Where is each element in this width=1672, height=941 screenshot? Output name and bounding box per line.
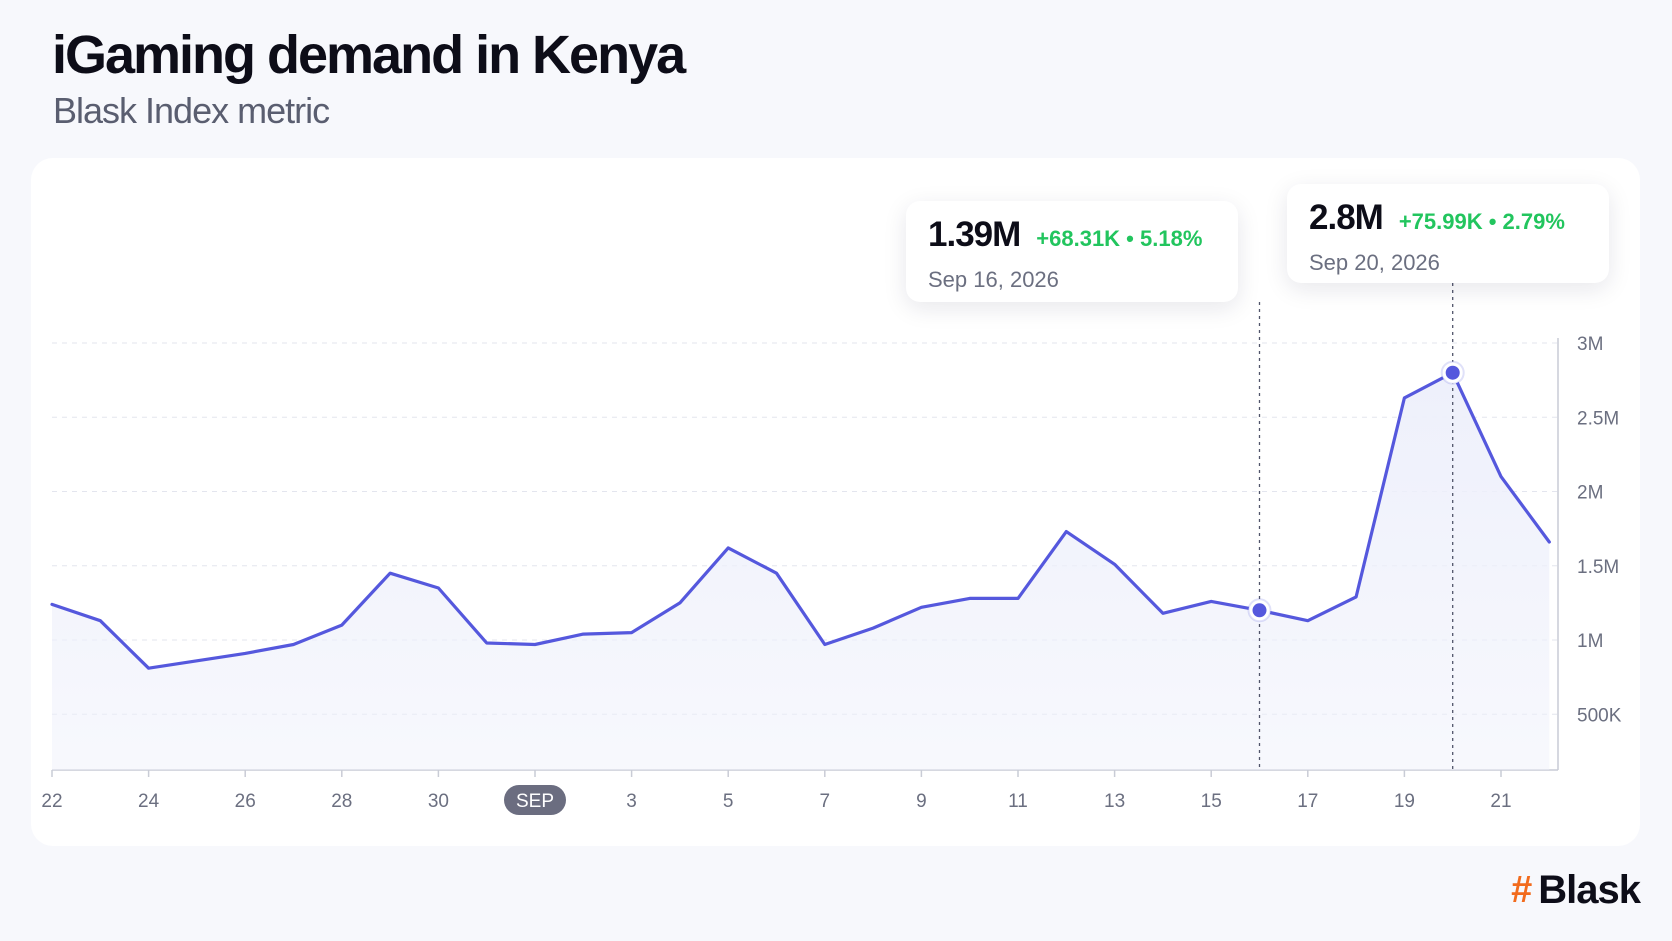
tooltip-value: 2.8M	[1309, 198, 1384, 237]
x-tick-label: 11	[1008, 791, 1028, 812]
y-tick-label: 2.5M	[1577, 408, 1619, 429]
x-tick-label: 17	[1297, 791, 1318, 812]
chart-subtitle: Blask Index metric	[53, 90, 330, 131]
brand-logo: # Blask	[1511, 868, 1641, 913]
highlight-point	[1252, 603, 1267, 618]
y-tick-label: 3M	[1577, 334, 1603, 355]
series-line	[50, 371, 1551, 670]
y-tick-label: 1.5M	[1577, 557, 1619, 578]
x-tick-label: 5	[723, 791, 734, 812]
x-tick-label: 7	[820, 791, 831, 812]
y-tick-label: 500K	[1577, 705, 1622, 726]
x-tick-label: 24	[138, 791, 160, 812]
x-tick-label: 9	[916, 791, 927, 812]
y-tick-label: 2M	[1577, 483, 1603, 504]
hash-logo-icon: #	[1511, 869, 1533, 911]
brand-name: Blask	[1538, 868, 1641, 912]
tooltip-change: +68.31K • 5.18%	[1036, 226, 1203, 251]
x-tick-label: 13	[1104, 791, 1125, 812]
tooltip-date: Sep 16, 2026	[928, 267, 1059, 292]
x-tick-label: 15	[1201, 791, 1222, 812]
x-tick-label: 28	[331, 791, 352, 812]
chart-title: iGaming demand in Kenya	[52, 25, 686, 85]
tooltip-sep-20: 2.8M +75.99K • 2.79% Sep 20, 2026	[1287, 184, 1609, 283]
tooltip-sep-16: 1.39M +68.31K • 5.18% Sep 16, 2026	[906, 201, 1238, 302]
x-tick-label-month: SEP	[516, 791, 554, 812]
x-tick-label: 30	[428, 791, 449, 812]
highlight-point	[1445, 365, 1460, 380]
x-tick-label: 26	[235, 791, 256, 812]
tooltip-change: +75.99K • 2.79%	[1398, 209, 1565, 234]
x-tick-label: 21	[1490, 791, 1511, 812]
x-tick-label: 19	[1394, 791, 1415, 812]
x-tick-label: 22	[41, 791, 62, 812]
month-badge	[504, 785, 566, 815]
series-area	[52, 372, 1550, 770]
x-tick-label: 3	[626, 791, 637, 812]
y-tick-label: 1M	[1577, 631, 1603, 652]
tooltip-value: 1.39M	[928, 215, 1021, 254]
tooltip-date: Sep 20, 2026	[1309, 250, 1440, 275]
